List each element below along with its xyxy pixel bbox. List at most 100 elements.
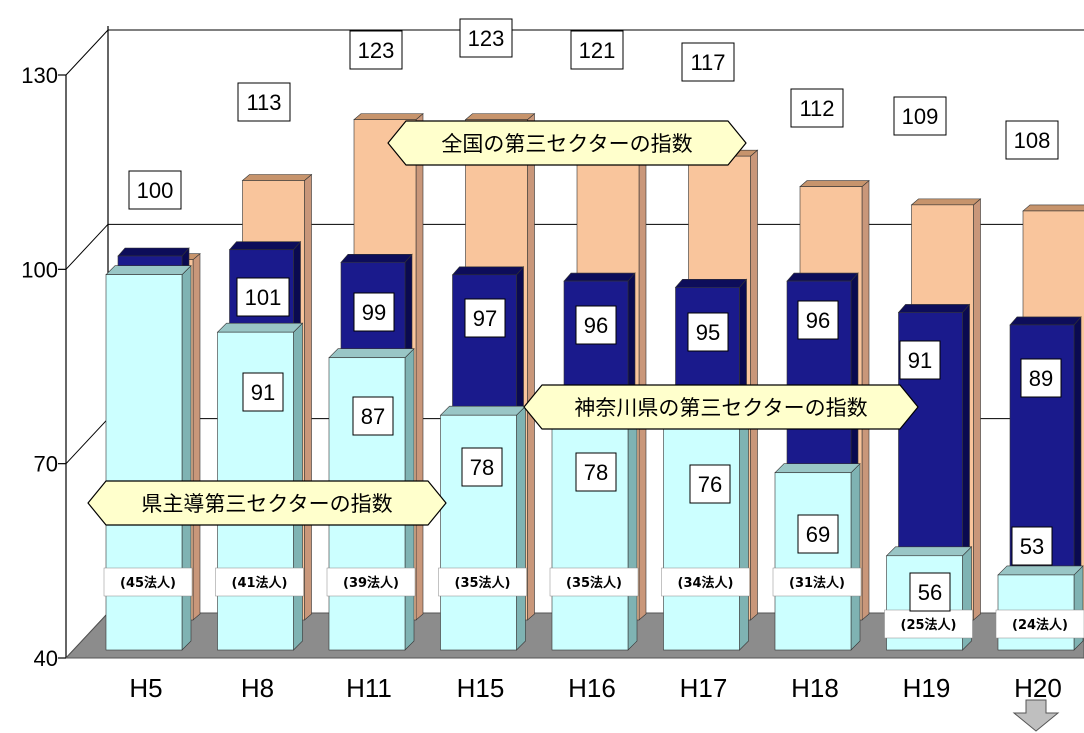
bar-national-H11-side [415, 112, 424, 621]
value-label-prefecture-H11-box [352, 396, 394, 436]
bar-prefecture-H16 [551, 414, 629, 651]
value-label-kanagawa-H8-box [236, 277, 290, 317]
value-label-national-H17: 117 [690, 50, 725, 75]
bar-national-H19-top [910, 198, 982, 206]
bar-national-H15-side [527, 112, 535, 621]
bar-prefecture-H18-side [850, 462, 861, 651]
callout-kanagawa: 神奈川県の第三セクターの指数 [574, 396, 867, 420]
value-label-national-H18-box [790, 88, 844, 128]
x-tick-label: H11 [346, 673, 392, 703]
count-label-box [884, 609, 973, 639]
count-label-box [326, 567, 416, 597]
value-label-kanagawa-H8: 101 [245, 285, 282, 310]
bar-kanagawa-H20-top [1009, 316, 1082, 326]
value-label-kanagawa-H20: 89 [1029, 366, 1053, 391]
value-label-national-H18: 112 [799, 96, 834, 121]
value-label-prefecture-H8: 91 [251, 380, 275, 405]
value-label-prefecture-H16-box [575, 452, 617, 492]
value-label-prefecture-H15: 78 [470, 455, 494, 480]
value-label-national-H8: 113 [246, 90, 281, 115]
value-label-prefecture-H19: 56 [918, 580, 942, 605]
value-label-national-H16-box [570, 30, 624, 70]
value-label-prefecture-H11: 87 [361, 404, 385, 429]
bar-prefecture-H15-top [439, 405, 527, 416]
value-label-kanagawa-H20-box [1020, 358, 1062, 398]
bar-national-H5-side [192, 253, 201, 621]
x-tick-label: H8 [241, 673, 274, 703]
value-label-national-H11: 123 [358, 38, 395, 63]
y-tick-label: 100 [21, 257, 58, 282]
y-tick-label: 40 [34, 646, 58, 671]
bar-kanagawa-H8-top [228, 241, 302, 251]
count-label: (31法人) [789, 575, 845, 591]
bar-prefecture-H19-top [885, 546, 973, 557]
y-axis-ticks: 40 70 100 130 [21, 63, 66, 671]
count-label-box [661, 567, 750, 597]
y-tick-label: 130 [21, 63, 58, 88]
value-label-national-H15: 123 [468, 26, 505, 51]
value-label-prefecture-H16: 78 [584, 460, 608, 485]
value-label-national-H17-box [681, 42, 735, 82]
count-label: (24法人) [1012, 617, 1068, 633]
x-tick-label: H18 [791, 673, 839, 703]
count-label-box [438, 567, 527, 597]
bar-prefecture-H18-top [774, 463, 861, 474]
count-label-box [549, 567, 639, 597]
bar-kanagawa-H15-top [451, 266, 525, 276]
value-label-kanagawa-H11: 99 [362, 300, 386, 325]
value-label-national-H19-box [893, 96, 947, 136]
count-label: (45法人) [120, 575, 176, 591]
count-label-box [103, 567, 193, 597]
bar-prefecture-H11-top [328, 348, 415, 359]
count-label-box [995, 609, 1084, 639]
value-label-kanagawa-H19: 91 [908, 348, 932, 373]
callout-prefecture-shape [87, 480, 447, 526]
y-tick-label: 70 [34, 452, 58, 477]
value-label-prefecture-H8-box [242, 372, 284, 412]
bar-prefecture-H18 [774, 472, 852, 651]
value-label-national-H15-box [459, 18, 513, 58]
bar-kanagawa-H19-top [897, 304, 971, 313]
gridline-diagonal [65, 418, 109, 465]
x-tick-label: H20 [1014, 673, 1062, 703]
value-label-national-H8-box [237, 82, 291, 122]
value-label-national-H20-box [1005, 120, 1059, 160]
x-tick-label: H15 [457, 673, 505, 703]
value-label-national-H5-box [128, 170, 182, 210]
value-label-kanagawa-H18-box [797, 300, 839, 340]
bar-prefecture-H15-side [516, 405, 526, 651]
count-label: (35法人) [455, 575, 511, 591]
bar-prefecture-H17 [663, 427, 740, 651]
data-labels: (45法人) (41法人) (39法人) (35法人) (35法人) (34法人) (31法… [103, 18, 1084, 639]
value-label-national-H11-box [349, 30, 403, 70]
value-label-national-H19: 109 [902, 104, 939, 129]
callout-national-shape [387, 120, 747, 166]
value-label-kanagawa-H18: 96 [806, 308, 830, 333]
count-label: (41法人) [232, 575, 288, 591]
bar-kanagawa-H17-top [674, 279, 748, 288]
bar-kanagawa-H11-top [340, 253, 413, 263]
bar-national-H11-top [353, 113, 424, 120]
gridline-diagonal [65, 223, 109, 270]
value-label-national-H20: 108 [1014, 128, 1051, 153]
count-label-box [772, 567, 862, 597]
value-label-prefecture-H18-box [797, 514, 839, 554]
value-label-prefecture-H17-box [689, 464, 731, 504]
bar-national-H18-top [799, 180, 870, 187]
down-arrow-icon [1012, 699, 1060, 732]
bar-national-H8-side [304, 173, 312, 621]
count-label: (34法人) [678, 575, 734, 591]
count-label-box [215, 567, 304, 597]
value-label-kanagawa-H15-box [464, 298, 506, 338]
x-tick-label: H16 [568, 673, 616, 703]
x-axis-categories: H5 H8 H11 H15 H16 H17 H18 H19 H20 [129, 673, 1061, 703]
value-label-kanagawa-H16-box [575, 305, 617, 345]
bar-national-H20-top [1022, 204, 1084, 212]
down-arrow-shape [1012, 699, 1060, 732]
value-label-national-H5: 100 [137, 178, 174, 203]
count-label: (39法人) [343, 575, 399, 591]
value-label-prefecture-H18: 69 [806, 522, 830, 547]
bar-prefecture-H8-top [216, 322, 304, 333]
